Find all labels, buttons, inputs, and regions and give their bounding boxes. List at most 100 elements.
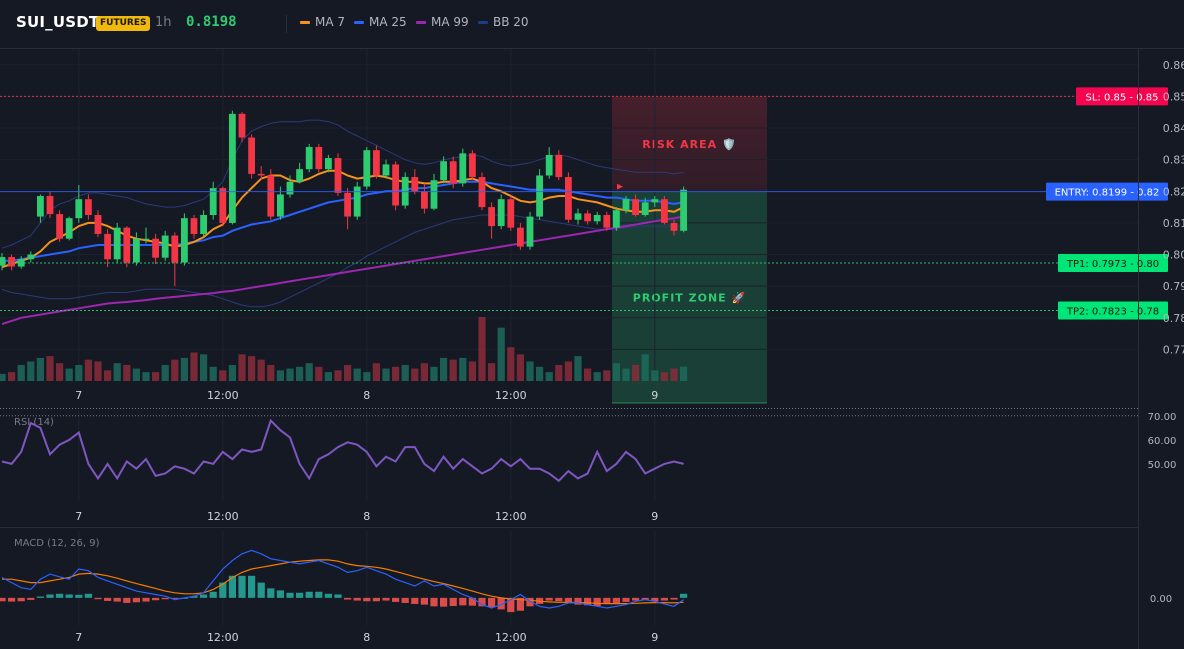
volume-bar	[536, 366, 544, 381]
macd-histogram-bar	[420, 597, 428, 605]
macd-histogram-bar	[104, 597, 112, 601]
time-tick-label: 7	[75, 389, 82, 402]
volume-bar	[248, 356, 256, 381]
candle-body	[296, 169, 303, 182]
volume-bar	[372, 363, 380, 381]
time-tick-label: 8	[363, 510, 370, 523]
macd-histogram-bar	[507, 597, 515, 613]
last-price-marker	[617, 183, 623, 190]
candle-body	[75, 199, 83, 219]
macd-histogram-bar	[488, 597, 496, 608]
time-tick-label: 8	[363, 389, 370, 402]
volume-bar	[171, 359, 179, 381]
volume-bar	[468, 361, 476, 381]
volume-bar	[516, 354, 524, 381]
candle-body	[469, 153, 476, 178]
candle-body	[661, 199, 668, 223]
price-tick-label: 0.77	[1163, 343, 1184, 356]
macd-histogram-bar	[449, 597, 457, 606]
legend-ma7[interactable]: MA 7	[300, 15, 345, 29]
volume-bar	[46, 356, 54, 381]
candle-body	[123, 227, 131, 263]
timeframe-label[interactable]: 1h	[155, 15, 172, 30]
entry-tag	[1046, 182, 1168, 201]
macd-histogram-bar	[584, 597, 592, 606]
volume-bar	[584, 368, 592, 381]
legend-ma99-label: MA 99	[431, 15, 469, 29]
last-price: 0.8198	[186, 14, 237, 30]
volume-bar	[161, 365, 169, 381]
legend-ma25[interactable]: MA 25	[354, 15, 407, 29]
candle-body	[257, 173, 265, 176]
legend-bb20-swatch	[478, 21, 488, 24]
time-tick-label: 7	[75, 510, 82, 523]
macd-title: MACD (12, 26, 9)	[14, 538, 100, 549]
candle-body	[565, 177, 572, 220]
macd-histogram-bar	[545, 597, 553, 601]
volume-bar	[622, 368, 630, 381]
volume-bar	[142, 372, 150, 381]
volume-bar	[209, 366, 217, 381]
time-tick-label: 12:00	[207, 389, 239, 402]
candle-body	[133, 238, 140, 263]
macd-histogram-bar	[161, 597, 169, 600]
volume-bar	[257, 359, 265, 381]
futures-badge: FUTURES	[96, 16, 151, 31]
legend-ma99-swatch	[416, 21, 426, 24]
tp2-tag-text: TP2: 0.7823 - 0.78	[1066, 306, 1159, 317]
volume-bar	[603, 370, 611, 381]
volume-bar	[200, 354, 208, 381]
volume-bar	[401, 365, 409, 381]
volume-bar	[219, 370, 227, 381]
legend-ma7-label: MA 7	[315, 15, 346, 29]
legend-bb20[interactable]: BB 20	[478, 15, 529, 29]
candle-body	[526, 216, 534, 247]
macd-histogram-bar	[228, 575, 236, 598]
macd-signal-line	[2, 559, 684, 605]
volume-bar	[334, 370, 342, 381]
volume-bar	[296, 366, 304, 381]
trade-zones: RISK AREA 🛡️ PROFIT ZONE 🚀	[612, 96, 767, 404]
candle-body	[440, 161, 447, 181]
trade-levels: SL: 0.85 - 0.85 ENTRY: 0.8199 - 0.82 TP1: …	[0, 87, 1168, 320]
macd-histogram-bar	[334, 594, 342, 598]
macd-histogram-bar	[353, 597, 361, 601]
time-tick-label: 12:00	[207, 631, 239, 644]
chart-header: SUI_USDT FUTURES 1h 0.8198 MA 7 MA 25 MA…	[0, 0, 1184, 48]
legend-ma99[interactable]: MA 99	[416, 15, 469, 29]
candle-body	[277, 194, 284, 217]
volume-bar	[478, 317, 486, 381]
macd-histogram-bar	[593, 597, 601, 606]
candle-body	[421, 191, 428, 209]
candle-body	[315, 147, 323, 170]
volume-bar	[651, 370, 659, 381]
tp2-tag	[1058, 301, 1168, 320]
candle-body	[536, 175, 543, 217]
profit-zone-label: PROFIT ZONE 🚀	[633, 291, 746, 304]
macd-histogram-bar	[286, 592, 294, 598]
legend-ma25-swatch	[354, 21, 364, 24]
header-divider	[286, 15, 287, 33]
risk-area	[612, 96, 767, 192]
macd-histogram-bar	[142, 597, 150, 602]
volume-bar	[65, 368, 73, 381]
bollinger-bands	[1, 119, 684, 308]
volume-bar	[8, 372, 16, 381]
macd-histogram-bar	[526, 597, 534, 607]
candle-body	[219, 188, 227, 223]
macd-histogram-bar	[564, 597, 572, 603]
symbol-name[interactable]: SUI_USDT	[16, 13, 100, 31]
time-tick-label: 12:00	[495, 631, 527, 644]
volume-bar	[545, 372, 553, 381]
macd-histogram-bar	[612, 597, 620, 603]
volume-bar	[382, 368, 390, 381]
candle-body	[555, 154, 563, 178]
bb-lower-line	[1, 214, 684, 308]
candle-body	[680, 189, 687, 231]
macd-histogram-bar	[315, 591, 323, 598]
macd-histogram-bar	[680, 593, 688, 598]
macd-histogram-bar	[574, 597, 582, 605]
volume-bar	[27, 361, 35, 381]
candle-body	[632, 199, 639, 215]
